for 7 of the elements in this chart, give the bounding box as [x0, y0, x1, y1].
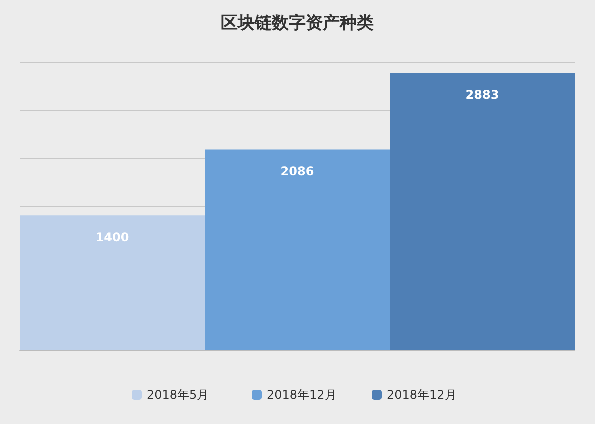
data-label: 1400 [96, 230, 130, 245]
data-label: 2883 [466, 88, 500, 102]
data-label: 2086 [280, 164, 314, 179]
legend-label: 2018年12月 [387, 388, 457, 402]
legend-label: 2018年5月 [147, 388, 210, 402]
legend-label: 2018年12月 [267, 388, 337, 402]
chart-title: 区块链数字资产种类 [221, 14, 374, 34]
